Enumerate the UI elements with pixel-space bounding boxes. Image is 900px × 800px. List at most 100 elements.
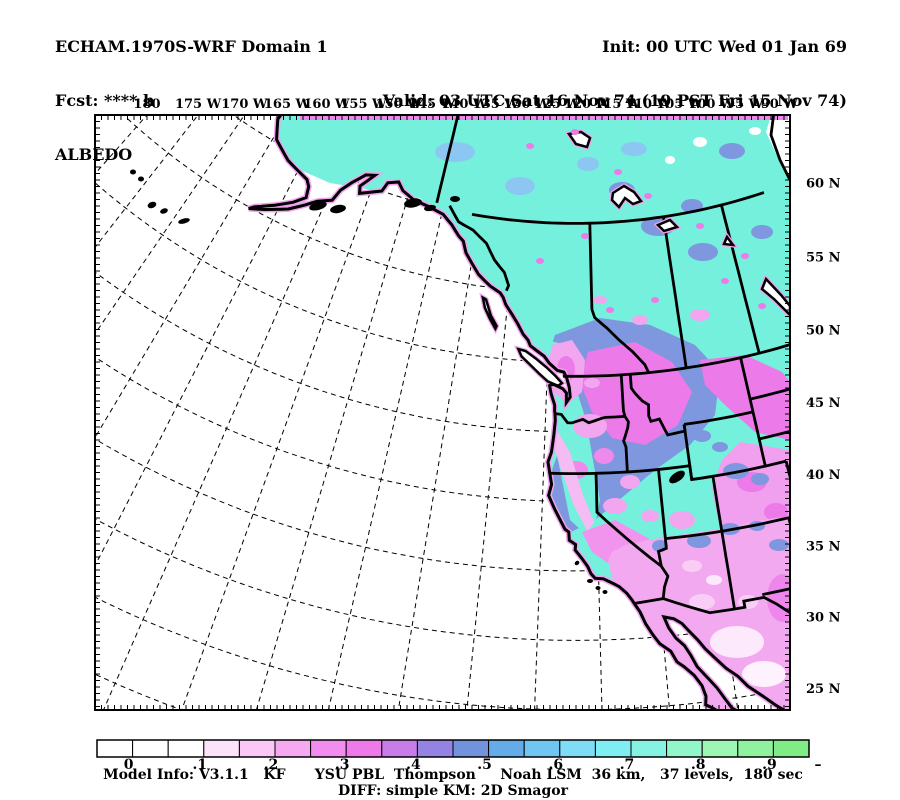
albedo-blob [632, 315, 648, 325]
small-island [587, 579, 593, 583]
border-line [720, 530, 736, 610]
albedo-blob [710, 626, 764, 658]
small-island [178, 218, 190, 224]
colorbar-cell [594, 739, 632, 758]
colorbar-tick-label: .5 [477, 757, 492, 773]
meridian-line [95, 115, 246, 335]
lon-label: 175 W [175, 97, 222, 112]
albedo-blob [690, 309, 710, 321]
lon-label: 170 W [221, 97, 268, 112]
lon-label: 110 W [625, 97, 672, 112]
albedo-dot [606, 307, 614, 313]
frame-ticks [94, 114, 790, 710]
border-line [769, 115, 790, 181]
albedo-blob [687, 534, 711, 548]
forecast-hour: Fcst: **** h [55, 91, 155, 110]
meridian-line [327, 115, 465, 710]
albedo-dot [614, 169, 622, 175]
lon-label: 145 W [409, 97, 456, 112]
albedo-dot [651, 297, 659, 303]
lake [610, 184, 644, 209]
albedo-blob [693, 430, 711, 442]
model-title: ECHAM.1970S-WRF Domain 1 [55, 37, 328, 56]
albedo-dot [526, 143, 534, 149]
albedo-blob [594, 448, 614, 464]
albedo-blob [641, 510, 659, 522]
albedo-blob [584, 378, 600, 388]
header-right: Init: 00 UTC Wed 01 Jan 69 Valid: 03 UTC… [383, 2, 847, 146]
border-line [622, 415, 630, 473]
colorbar-cell [345, 739, 383, 758]
border-line [594, 473, 670, 599]
lat-label: 60 N [806, 177, 841, 192]
map-frame [94, 114, 791, 711]
albedo-dot [536, 258, 544, 264]
small-island [130, 169, 136, 175]
colorbar-cell [167, 739, 205, 758]
lat-label: 55 N [806, 251, 841, 266]
albedo-blob [749, 127, 761, 135]
albedo-blob [764, 503, 788, 521]
colorbar-cell [203, 739, 240, 758]
albedo-blob [688, 243, 718, 261]
albedo-blob [742, 661, 786, 687]
albedo-blob [621, 142, 647, 156]
colorbar-cell [310, 739, 347, 758]
albedo-blob [700, 355, 790, 440]
lake [760, 276, 790, 317]
albedo-blob [706, 575, 722, 585]
island [516, 347, 564, 388]
small-island [450, 196, 460, 202]
lat-label: 50 N [806, 324, 841, 339]
lon-label: 105 W [656, 97, 703, 112]
lat-label: 25 N [806, 682, 841, 697]
albedo-blob [603, 498, 627, 514]
colorbar-cell [772, 739, 810, 758]
colorbar-tick-label: .7 [620, 757, 635, 773]
lon-label: 130 W [503, 97, 550, 112]
small-island [669, 470, 685, 484]
meridian-line [95, 115, 288, 439]
colorbar-cell [238, 739, 276, 758]
albedo-blob [553, 432, 594, 532]
albedo-blob [693, 137, 707, 147]
colorbar-cell [666, 739, 703, 758]
border-line [656, 538, 668, 567]
border-line [683, 410, 754, 426]
lat-label: 30 N [806, 611, 841, 626]
small-island [138, 176, 144, 182]
lake [566, 130, 592, 149]
border-line [665, 515, 790, 540]
meridian-line [255, 115, 433, 710]
lon-label: 155 W [340, 97, 387, 112]
colorbar-cell [559, 739, 596, 758]
albedo-blob [608, 517, 790, 710]
colorbar-cell [701, 739, 739, 758]
colorbar-tick-label: .9 [762, 757, 777, 773]
colorbar-cell [737, 739, 774, 758]
albedo-blob [712, 442, 728, 452]
lon-label: 150 W [375, 97, 422, 112]
small-island [602, 590, 608, 594]
lakes [130, 129, 790, 594]
albedo-blob [620, 475, 640, 489]
colorbar-cell [630, 739, 668, 758]
lat-label: 35 N [806, 540, 841, 555]
lon-label: 160 W [303, 97, 350, 112]
coastline [248, 115, 787, 710]
header-left: ECHAM.1970S-WRF Domain 1 Fcst: **** h AL… [55, 2, 328, 200]
parallel-line [95, 438, 790, 572]
lon-label: 90 W [761, 97, 799, 112]
small-island [404, 198, 422, 208]
border-line [633, 595, 790, 615]
meridian-line [95, 115, 328, 567]
meridian-line [181, 115, 400, 710]
lon-label: 120 W [564, 97, 611, 112]
albedo-dot [721, 278, 729, 284]
colorbar-tick-label: .8 [691, 757, 706, 773]
border-line [435, 115, 460, 204]
colorbar-cell [381, 739, 418, 758]
lat-label: 40 N [806, 468, 841, 483]
